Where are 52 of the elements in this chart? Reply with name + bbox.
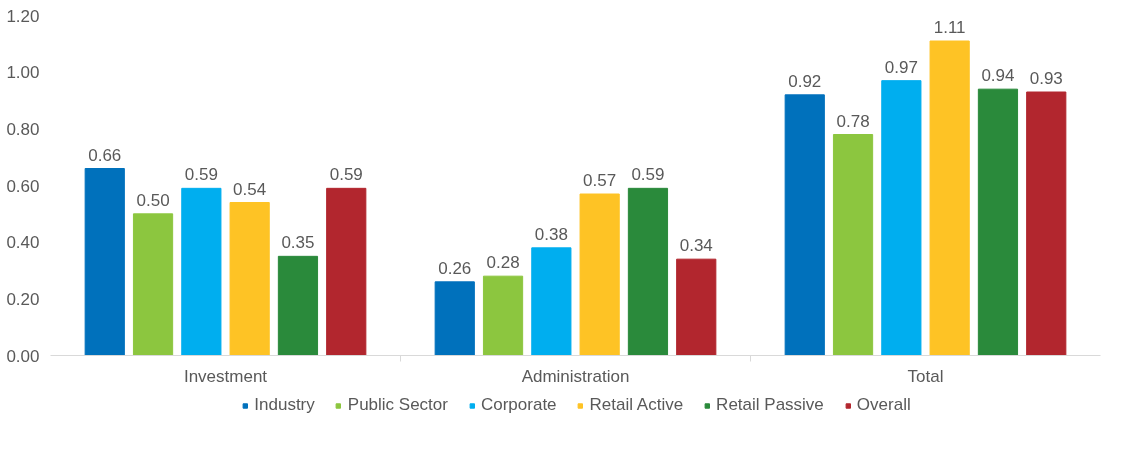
data-label: 0.59 <box>329 165 363 185</box>
bar <box>132 213 174 356</box>
legend-label: Public Sector <box>347 395 448 415</box>
bar <box>531 247 572 356</box>
data-label: 0.93 <box>1029 69 1063 88</box>
bar <box>676 258 717 356</box>
y-tick-label: 0.20 <box>6 289 40 309</box>
data-label: 0.35 <box>281 233 315 253</box>
bar <box>784 94 825 356</box>
bar <box>579 193 620 356</box>
bar <box>434 281 475 356</box>
bar <box>627 187 669 356</box>
bar <box>326 187 367 356</box>
data-label: 0.59 <box>631 165 665 185</box>
data-label: 0.34 <box>679 236 713 256</box>
data-label: 0.97 <box>884 57 918 77</box>
bar <box>482 275 524 356</box>
bar <box>229 202 270 356</box>
bar <box>977 88 1019 356</box>
data-label: 0.92 <box>788 71 822 91</box>
data-label: 0.26 <box>438 258 472 278</box>
bar <box>929 40 970 356</box>
bar <box>277 255 319 356</box>
y-tick-label: 0.80 <box>6 119 40 139</box>
data-label: 0.54 <box>233 179 267 199</box>
data-label: 0.38 <box>534 224 568 244</box>
x-tick-label: Investment <box>183 366 268 386</box>
legend-label: Retail Passive <box>716 395 824 415</box>
bar <box>832 134 874 356</box>
data-label: 0.78 <box>836 111 870 131</box>
data-label: 0.57 <box>583 171 617 190</box>
legend-label: Corporate <box>480 395 557 415</box>
bar <box>181 187 222 356</box>
y-tick-label: 0.60 <box>6 176 40 196</box>
x-tick-label: Total <box>907 366 944 386</box>
y-tick-label: 1.00 <box>6 63 40 83</box>
data-label: 1.11 <box>933 18 966 37</box>
data-label: 0.28 <box>486 253 520 273</box>
legend-label: Overall <box>856 395 911 415</box>
x-tick-label: Administration <box>521 366 630 386</box>
bar <box>84 168 125 356</box>
data-label: 0.66 <box>88 145 122 165</box>
y-tick-label: 1.20 <box>6 6 40 26</box>
data-label: 0.94 <box>981 66 1015 86</box>
data-label: 0.59 <box>184 165 218 185</box>
legend-label: Retail Active <box>589 395 684 415</box>
data-label: 0.50 <box>136 190 170 210</box>
legend-label: Industry <box>254 395 315 415</box>
y-tick-label: 0.40 <box>6 233 40 253</box>
y-tick-label: 0.00 <box>6 346 40 366</box>
bar <box>1026 91 1067 356</box>
bar <box>881 80 922 356</box>
